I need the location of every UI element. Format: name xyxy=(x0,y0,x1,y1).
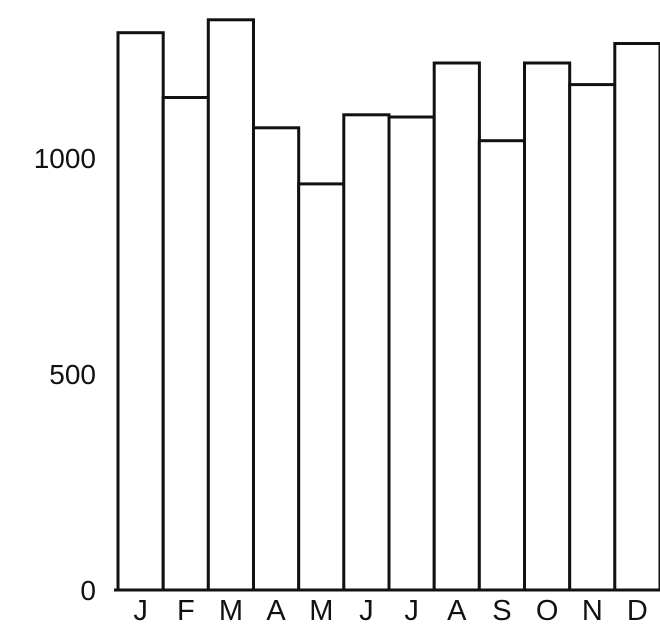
x-tick-label: J xyxy=(133,595,148,627)
x-tick-label: J xyxy=(359,595,374,627)
y-tick-label: 0 xyxy=(80,575,96,606)
y-tick-label: 1000 xyxy=(34,143,96,174)
x-tick-label: A xyxy=(266,595,286,627)
bar-1 xyxy=(161,96,210,592)
bars xyxy=(116,18,660,592)
bar-10 xyxy=(568,83,617,592)
x-tick-label: J xyxy=(404,595,419,627)
bar-11 xyxy=(613,42,660,592)
bar-7 xyxy=(432,61,481,592)
bar-0 xyxy=(116,31,165,592)
bar-5 xyxy=(342,113,391,592)
bar-3 xyxy=(252,126,301,592)
x-tick-label: M xyxy=(309,595,333,627)
x-tick-label: D xyxy=(627,595,648,627)
bar-6 xyxy=(387,115,436,592)
bar-9 xyxy=(523,61,572,592)
x-tick-label: O xyxy=(536,595,559,627)
bar-4 xyxy=(297,182,346,592)
x-tick-label: F xyxy=(177,595,195,627)
x-tick-label: N xyxy=(582,595,603,627)
bar-8 xyxy=(477,139,526,592)
y-tick-label: 500 xyxy=(49,359,96,390)
x-tick-label: S xyxy=(492,595,511,627)
bar-2 xyxy=(206,18,256,592)
x-tick-label: M xyxy=(219,595,243,627)
y-axis-ticks: 0 500 1000 xyxy=(34,143,96,606)
x-tick-label: A xyxy=(447,595,467,627)
